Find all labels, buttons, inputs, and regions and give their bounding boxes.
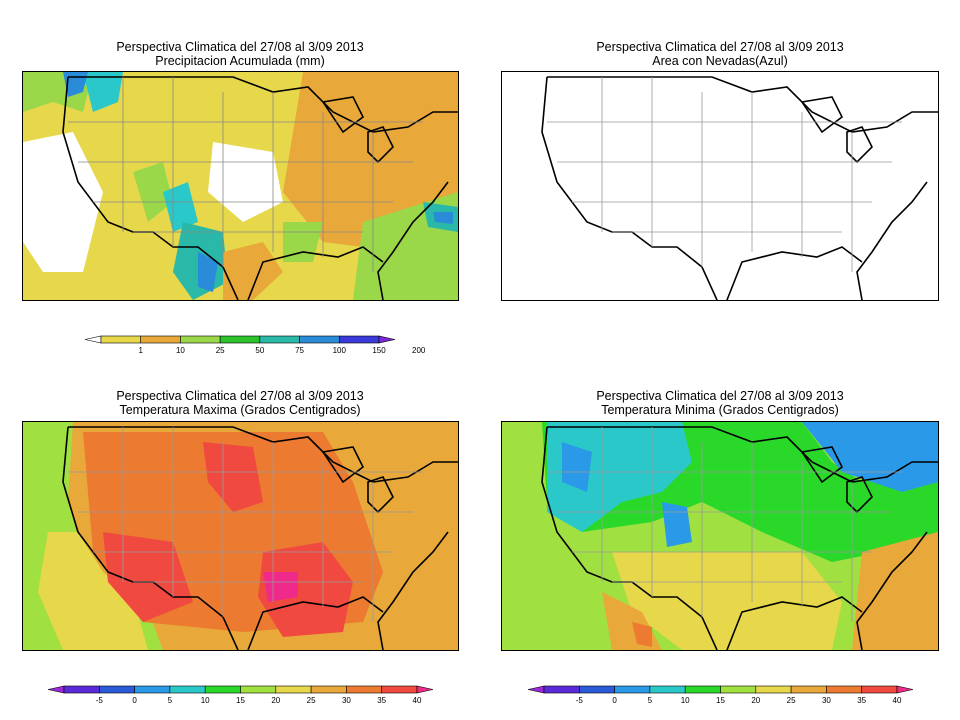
colorbar-tick-label: -5 <box>576 696 584 705</box>
panel-title-line1: Perspectiva Climatica del 27/08 al 3/09 … <box>596 40 844 54</box>
colorbar-segment <box>338 335 380 344</box>
colorbar-tick-label: 25 <box>307 696 316 705</box>
colorbar-tick-label: 10 <box>681 696 690 705</box>
colorbar-segment <box>275 685 312 694</box>
panel-title-line2: Precipitacion Acumulada (mm) <box>155 54 325 68</box>
colorbar-tick-label: 30 <box>342 696 351 705</box>
precipitation-colorbar: 1 10 25 50 75 100 150 200 <box>84 334 426 356</box>
colorbar-min-arrow <box>47 685 65 694</box>
tmin-panel: Perspectiva Climatica del 27/08 al 3/09 … <box>480 360 960 720</box>
colorbar-tick-label: 0 <box>132 696 137 705</box>
tmax-panel: Perspectiva Climatica del 27/08 al 3/09 … <box>0 360 480 720</box>
precip-field <box>23 72 458 300</box>
colorbar-segment <box>755 685 792 694</box>
tmin-field <box>542 422 938 650</box>
colorbar-tick-label: 35 <box>857 696 866 705</box>
colorbar-tick-label: 10 <box>201 696 210 705</box>
colorbar-segment <box>790 685 827 694</box>
colorbar-tick-label: 25 <box>216 346 225 355</box>
colorbar-segment <box>259 335 300 344</box>
colorbar-tick-label: -5 <box>96 696 104 705</box>
precipitation-panel: Perspectiva Climatica del 27/08 al 3/09 … <box>0 0 480 360</box>
colorbar-tick-label: 5 <box>168 696 173 705</box>
colorbar-segment <box>346 685 382 694</box>
colorbar-segment <box>826 685 862 694</box>
state-lines <box>547 427 902 622</box>
colorbar-tick-label: 15 <box>716 696 725 705</box>
colorbar-tick-label: 10 <box>176 346 185 355</box>
colorbar-segment <box>543 685 580 694</box>
colorbar-segment <box>140 335 181 344</box>
colorbar-segment <box>720 685 757 694</box>
tmin-map <box>501 421 939 651</box>
colorbar-tick-label: 5 <box>648 696 653 705</box>
colorbar-max-arrow <box>416 685 434 694</box>
snow-map <box>501 71 939 301</box>
colorbar-segment <box>861 685 898 694</box>
colorbar-segment <box>299 335 340 344</box>
state-lines <box>68 77 423 272</box>
colorbar-segment <box>684 685 721 694</box>
panel-title-line1: Perspectiva Climatica del 27/08 al 3/09 … <box>116 389 364 403</box>
colorbar-segment <box>240 685 277 694</box>
colorbar-segment <box>219 335 261 344</box>
panel-title-line1: Perspectiva Climatica del 27/08 al 3/09 … <box>596 389 844 403</box>
colorbar-tick-label: 40 <box>893 696 902 705</box>
colorbar-segment <box>204 685 241 694</box>
colorbar-tick-label: 30 <box>822 696 831 705</box>
colorbar-segment <box>578 685 615 694</box>
colorbar-tick-label: 35 <box>377 696 386 705</box>
colorbar-segment <box>98 685 135 694</box>
panel-title-line2: Area con Nevadas(Azul) <box>652 54 788 68</box>
precipitation-map <box>22 71 459 301</box>
panel-title-line2: Temperatura Maxima (Grados Centigrados) <box>119 403 361 417</box>
snow-panel: Perspectiva Climatica del 27/08 al 3/09 … <box>480 0 960 360</box>
colorbar-segment <box>100 335 142 344</box>
colorbar-tick-label: 40 <box>413 696 422 705</box>
colorbar-tick-label: 75 <box>295 346 304 355</box>
panel-title-line2: Temperatura Minima (Grados Centigrados) <box>601 403 839 417</box>
colorbar-tick-label: 200 <box>412 346 426 355</box>
colorbar-segment <box>310 685 347 694</box>
colorbar-tick-label: 20 <box>751 696 760 705</box>
colorbar-segment <box>614 685 651 694</box>
state-lines <box>68 427 423 622</box>
colorbar-tick-label: 15 <box>236 696 245 705</box>
colorbar-tick-label: 100 <box>333 346 347 355</box>
tmax-colorbar: -5 0 5 10 15 20 25 30 35 40 <box>47 684 434 706</box>
colorbar-tick-label: 25 <box>787 696 796 705</box>
colorbar-segment <box>169 685 206 694</box>
panel-title-line1: Perspectiva Climatica del 27/08 al 3/09 … <box>116 40 364 54</box>
colorbar-tick-label: 1 <box>138 346 143 355</box>
colorbar-max-arrow <box>378 335 396 344</box>
colorbar-segment <box>649 685 686 694</box>
colorbar-segment <box>180 335 221 344</box>
tmin-colorbar: -5 0 5 10 15 20 25 30 35 40 <box>527 684 914 706</box>
colorbar-tick-label: 150 <box>372 346 386 355</box>
tmax-map <box>22 421 459 651</box>
colorbar-max-arrow <box>896 685 914 694</box>
colorbar-segment <box>381 685 418 694</box>
colorbar-segment <box>134 685 171 694</box>
state-lines <box>547 77 902 272</box>
colorbar-tick-label: 50 <box>255 346 264 355</box>
tmax-field <box>23 422 458 650</box>
colorbar-tick-label: 20 <box>271 696 280 705</box>
colorbar-min-arrow <box>84 335 102 344</box>
colorbar-min-arrow <box>527 685 545 694</box>
colorbar-tick-label: 0 <box>612 696 617 705</box>
colorbar-segment <box>63 685 100 694</box>
map-boundaries <box>541 76 938 300</box>
